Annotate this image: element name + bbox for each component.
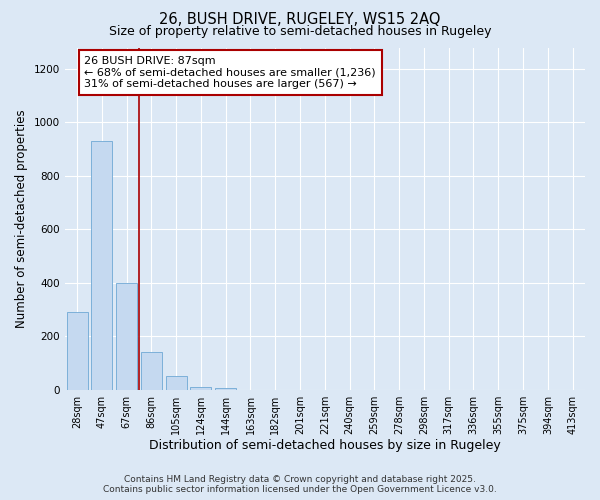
Bar xyxy=(141,352,162,390)
Y-axis label: Number of semi-detached properties: Number of semi-detached properties xyxy=(15,110,28,328)
Text: Size of property relative to semi-detached houses in Rugeley: Size of property relative to semi-detach… xyxy=(109,25,491,38)
Bar xyxy=(166,376,187,390)
Text: Contains HM Land Registry data © Crown copyright and database right 2025.
Contai: Contains HM Land Registry data © Crown c… xyxy=(103,474,497,494)
Text: 26 BUSH DRIVE: 87sqm
← 68% of semi-detached houses are smaller (1,236)
31% of se: 26 BUSH DRIVE: 87sqm ← 68% of semi-detac… xyxy=(85,56,376,90)
Bar xyxy=(215,388,236,390)
Text: 26, BUSH DRIVE, RUGELEY, WS15 2AQ: 26, BUSH DRIVE, RUGELEY, WS15 2AQ xyxy=(159,12,441,26)
Bar xyxy=(91,141,112,390)
Bar xyxy=(116,283,137,390)
Bar xyxy=(67,312,88,390)
X-axis label: Distribution of semi-detached houses by size in Rugeley: Distribution of semi-detached houses by … xyxy=(149,440,501,452)
Bar xyxy=(190,387,211,390)
